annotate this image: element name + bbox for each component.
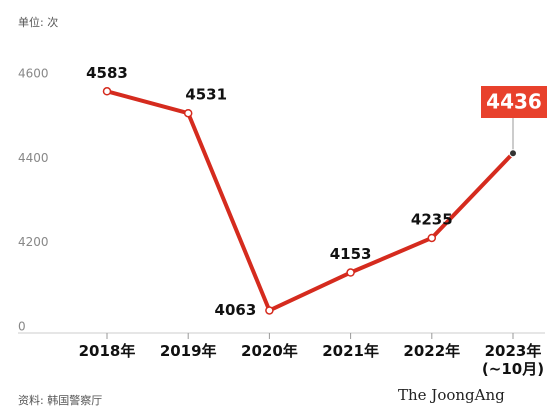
- point: [183, 108, 193, 118]
- data-label: 4235: [411, 210, 453, 228]
- y-tick-label: 4200: [18, 235, 49, 249]
- x-tick-label: 2021年: [322, 342, 379, 360]
- point: [427, 233, 437, 243]
- point: [102, 87, 112, 96]
- data-label: 4436: [486, 90, 542, 114]
- data-label: 4063: [215, 301, 257, 319]
- data-label: 4153: [330, 245, 372, 263]
- line: [106, 89, 515, 313]
- x-tick-label: 2020年: [241, 342, 298, 360]
- y-tick-label: 4600: [18, 67, 49, 81]
- x-tick-label: 2019年: [159, 342, 217, 360]
- data-label: 4531: [185, 86, 227, 104]
- unit-note: 单位: 次: [18, 16, 59, 29]
- point: [265, 306, 274, 315]
- y-tick-label: 0: [18, 320, 26, 334]
- y-tick-label: 4400: [18, 151, 49, 165]
- highlight-box: [481, 86, 547, 118]
- data-label: 4583: [86, 64, 128, 82]
- x-tick-label: 2018年: [78, 342, 136, 360]
- x-tick-label: 2022年: [403, 342, 461, 360]
- x-tick-label: 2023年 (~10月): [481, 342, 545, 378]
- credit: The JoongAng: [398, 386, 505, 404]
- point: [346, 268, 355, 277]
- source-note: 资料: 韩国警察厅: [18, 394, 103, 407]
- point: [509, 149, 517, 158]
